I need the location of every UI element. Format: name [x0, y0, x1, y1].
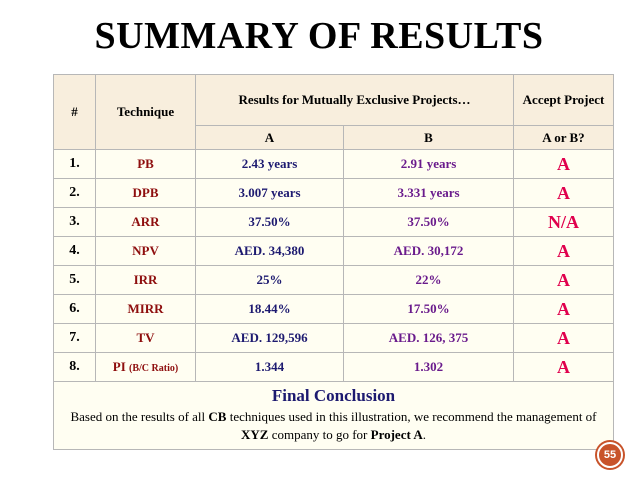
row-technique: DPB	[95, 178, 196, 208]
row-accept: A	[513, 149, 614, 179]
header-row: # Technique Results for Mutually Exclusi…	[53, 74, 614, 150]
row-value-a: 3.007 years	[195, 178, 344, 208]
row-value-b: AED. 126, 375	[343, 323, 514, 353]
row-number: 7.	[53, 323, 96, 353]
conclusion-title: Final Conclusion	[271, 386, 396, 405]
subheader-row: A B A or B?	[54, 125, 614, 150]
row-accept: A	[513, 236, 614, 266]
row-value-b: 3.331 years	[343, 178, 514, 208]
row-accept: A	[513, 294, 614, 324]
technique-label: NPV	[132, 243, 159, 258]
header-technique: Technique	[95, 74, 196, 150]
row-number: 1.	[53, 149, 96, 179]
header-accept: Accept Project	[513, 74, 614, 126]
technique-label: PB	[137, 156, 154, 171]
conclusion-text-3: company to go for	[268, 427, 371, 442]
conclusion-cb: CB	[208, 409, 227, 424]
row-value-a: 1.344	[195, 352, 344, 382]
row-number: 5.	[53, 265, 96, 295]
technique-note: (B/C Ratio)	[129, 363, 179, 374]
row-value-b: 17.50%	[343, 294, 514, 324]
row-accept: A	[513, 265, 614, 295]
conclusion-text-4: .	[422, 427, 426, 442]
conclusion-row: Final Conclusion Based on the results of…	[53, 381, 614, 450]
table-row: 2. DPB 3.007 years 3.331 years A	[53, 178, 614, 208]
header-results: Results for Mutually Exclusive Projects…	[195, 74, 514, 126]
row-value-a: 18.44%	[195, 294, 344, 324]
row-value-b: 1.302	[343, 352, 514, 382]
row-number: 6.	[53, 294, 96, 324]
technique-label: ARR	[131, 214, 160, 229]
conclusion-xyz: XYZ	[241, 427, 269, 442]
page-number-badge: 55	[597, 442, 623, 468]
row-value-b: 37.50%	[343, 207, 514, 237]
slide-title: SUMMARY OF RESULTS	[94, 15, 544, 57]
row-accept: A	[513, 323, 614, 353]
row-technique: NPV	[95, 236, 196, 266]
row-value-a: AED. 34,380	[195, 236, 344, 266]
row-technique: IRR	[95, 265, 196, 295]
row-value-a: 25%	[195, 265, 344, 295]
table-row: 3. ARR 37.50% 37.50% N/A	[53, 207, 614, 237]
row-technique: ARR	[95, 207, 196, 237]
technique-label: IRR	[133, 272, 158, 287]
row-value-a: 37.50%	[195, 207, 344, 237]
header-num: #	[53, 74, 96, 150]
row-value-b: 2.91 years	[343, 149, 514, 179]
row-accept: N/A	[513, 207, 614, 237]
row-technique: PB	[95, 149, 196, 179]
row-value-a: 2.43 years	[195, 149, 344, 179]
row-technique: PI (B/C Ratio)	[95, 352, 196, 382]
table-row: 7. TV AED. 129,596 AED. 126, 375 A	[53, 323, 614, 353]
row-value-a: AED. 129,596	[195, 323, 344, 353]
row-number: 8.	[53, 352, 96, 382]
row-value-b: AED. 30,172	[343, 236, 514, 266]
technique-label: MIRR	[127, 301, 164, 316]
table-row: 4. NPV AED. 34,380 AED. 30,172 A	[53, 236, 614, 266]
table-row: 8. PI (B/C Ratio) 1.344 1.302 A	[53, 352, 614, 382]
row-number: 3.	[53, 207, 96, 237]
technique-label: DPB	[132, 185, 159, 200]
header-accept-sub: A or B?	[513, 125, 614, 150]
row-technique: TV	[95, 323, 196, 353]
conclusion-text-2: techniques used in this illustration, we…	[226, 409, 597, 424]
table-row: 1. PB 2.43 years 2.91 years A	[53, 149, 614, 179]
row-number: 4.	[53, 236, 96, 266]
row-technique: MIRR	[95, 294, 196, 324]
conclusion-cell: Final Conclusion Based on the results of…	[53, 381, 614, 450]
table-row: 6. MIRR 18.44% 17.50% A	[53, 294, 614, 324]
header-col-a: A	[195, 125, 344, 150]
conclusion-text-1: Based on the results of all	[70, 409, 209, 424]
results-table: # Technique Results for Mutually Exclusi…	[53, 74, 614, 450]
conclusion-project: Project A	[370, 427, 423, 442]
technique-label: PI	[112, 359, 126, 374]
row-value-b: 22%	[343, 265, 514, 295]
row-accept: A	[513, 352, 614, 382]
row-number: 2.	[53, 178, 96, 208]
header-col-b: B	[343, 125, 514, 150]
conclusion-text: Based on the results of all CB technique…	[56, 406, 611, 449]
table-row: 5. IRR 25% 22% A	[53, 265, 614, 295]
technique-label: TV	[136, 330, 155, 345]
row-accept: A	[513, 178, 614, 208]
